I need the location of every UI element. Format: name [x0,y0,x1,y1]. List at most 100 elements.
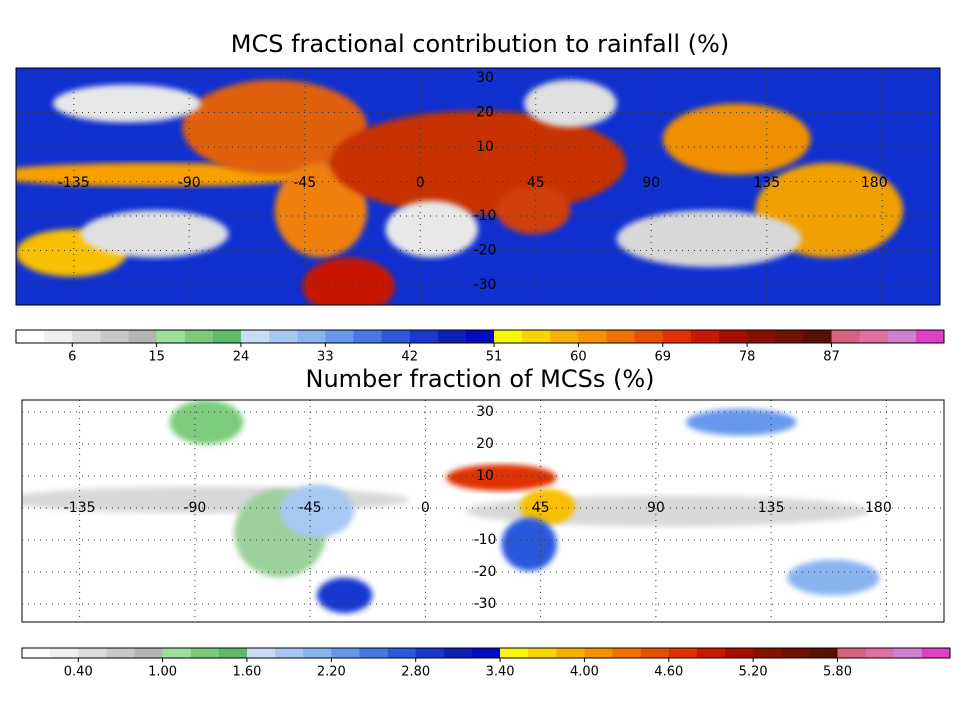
colorbar-label: 15 [148,350,165,365]
longitude-label: -135 [58,175,90,191]
latitude-label: -30 [474,596,497,612]
longitude-label: -45 [299,500,322,516]
colorbar-swatch [437,330,467,343]
colorbar-label: 0.40 [64,665,93,680]
latitude-label: 20 [476,105,494,121]
colorbar-swatch [921,648,951,658]
colorbar-swatch [522,330,551,343]
colorbar-label: 60 [570,350,587,365]
colorbar-label: 78 [739,350,756,365]
colorbar-swatch [156,330,186,343]
colorbar-label: 42 [401,350,418,365]
colorbar-swatch [753,648,782,658]
longitude-label: 90 [647,500,665,516]
map-patch [52,84,201,123]
map-frame [21,399,945,623]
latitude-label: 30 [476,70,494,86]
colorbar-swatch [725,648,754,658]
colorbar-swatch [22,648,51,658]
colorbar-swatch [246,648,276,658]
longitude-label: -90 [178,175,201,191]
latitude-label: 20 [476,436,494,452]
longitude-label: -45 [293,175,316,191]
colorbar-swatch [809,648,839,658]
colorbar-swatch [50,648,79,658]
colorbar-swatch [831,330,861,343]
colorbar-swatch [409,330,439,343]
colorbar-swatch [100,330,129,343]
longitude-label: 135 [753,175,780,191]
latitude-label: 30 [476,404,494,420]
map [22,400,944,622]
map-patch [519,488,576,525]
colorbar-label: 5.80 [823,665,852,680]
longitude-label: 135 [758,500,785,516]
colorbar-swatch [162,648,192,658]
panel-title: MCS fractional contribution to rainfall … [231,30,729,58]
map-patch [501,517,557,571]
colorbar-swatch [606,330,636,343]
longitude-label: 90 [642,175,660,191]
colorbar-swatch [44,330,73,343]
latitude-label: -30 [474,277,497,293]
colorbar-swatch [218,648,248,658]
colorbar-label: 4.00 [570,665,599,680]
longitude-label: 0 [416,175,425,191]
map-patch [169,400,244,445]
map-patch [446,464,557,492]
map-patch [685,408,797,436]
latitude-label: -20 [474,564,497,580]
map-patch [280,484,354,538]
colorbar-swatch [662,330,692,343]
colorbar-swatch [325,330,354,343]
colorbar-label: 24 [233,350,250,365]
colorbar-swatch [78,648,107,658]
colorbar-label: 6 [68,350,76,365]
colorbar-swatch [471,648,501,658]
colorbar-label: 33 [317,350,334,365]
map-patch [616,210,802,268]
colorbar-swatch [640,648,670,658]
longitude-label: 180 [865,500,892,516]
colorbar-frame [15,329,945,344]
colorbar-swatch [775,330,804,343]
latitude-label: 10 [476,468,494,484]
colorbar-swatch [415,648,445,658]
colorbar-swatch [106,648,135,658]
colorbar-swatch [528,648,557,658]
map-patch [662,103,811,175]
colorbar-swatch [297,330,326,343]
colorbar-label: 69 [655,350,672,365]
colorbar-swatch [381,330,411,343]
longitude-label: 45 [527,175,545,191]
colorbar-swatch [865,648,895,658]
longitude-label: -135 [64,500,96,516]
colorbar-swatch [668,648,698,658]
latitude-label: 10 [476,139,494,155]
map-patch [330,110,626,215]
longitude-label: -90 [183,500,206,516]
colorbar-swatch [269,330,298,343]
colorbar-swatch [747,330,776,343]
map-patch [385,200,478,258]
colorbar-swatch [16,330,45,343]
colorbar-label: 4.60 [654,665,683,680]
map-patch [302,257,395,305]
colorbar-swatch [443,648,473,658]
colorbar-swatch [696,648,726,658]
colorbar-swatch [500,648,529,658]
colorbar-swatch [690,330,720,343]
map-frame [15,67,941,306]
map-patch [80,210,229,258]
colorbar-swatch [584,648,614,658]
colorbar-swatch [837,648,867,658]
colorbar-swatch [612,648,642,658]
colorbar-swatch [556,648,585,658]
colorbar-swatch [184,330,214,343]
colorbar-swatch [859,330,889,343]
colorbar-label: 5.20 [739,665,768,680]
map-patch [317,577,373,614]
colorbar-label: 51 [486,350,503,365]
colorbar-swatch [275,648,304,658]
